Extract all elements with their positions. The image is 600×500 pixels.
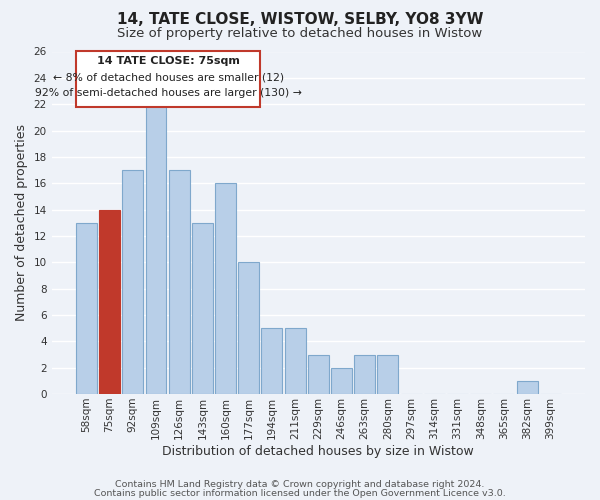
Text: 92% of semi-detached houses are larger (130) →: 92% of semi-detached houses are larger (…	[35, 88, 302, 98]
Bar	[377, 354, 398, 394]
Text: 14 TATE CLOSE: 75sqm: 14 TATE CLOSE: 75sqm	[97, 56, 239, 66]
Text: ← 8% of detached houses are smaller (12): ← 8% of detached houses are smaller (12)	[53, 72, 284, 82]
Bar	[262, 328, 283, 394]
Bar	[99, 210, 120, 394]
Bar	[284, 328, 305, 394]
Bar	[146, 104, 166, 394]
Bar	[238, 262, 259, 394]
Text: Contains public sector information licensed under the Open Government Licence v3: Contains public sector information licen…	[94, 488, 506, 498]
Bar	[76, 223, 97, 394]
Bar	[192, 223, 213, 394]
FancyBboxPatch shape	[76, 52, 260, 107]
Bar	[122, 170, 143, 394]
Bar	[331, 368, 352, 394]
Text: Size of property relative to detached houses in Wistow: Size of property relative to detached ho…	[118, 28, 482, 40]
Bar	[517, 381, 538, 394]
Bar	[308, 354, 329, 394]
Bar	[215, 183, 236, 394]
X-axis label: Distribution of detached houses by size in Wistow: Distribution of detached houses by size …	[163, 444, 474, 458]
Bar	[354, 354, 375, 394]
Text: 14, TATE CLOSE, WISTOW, SELBY, YO8 3YW: 14, TATE CLOSE, WISTOW, SELBY, YO8 3YW	[117, 12, 483, 28]
Y-axis label: Number of detached properties: Number of detached properties	[15, 124, 28, 322]
Text: Contains HM Land Registry data © Crown copyright and database right 2024.: Contains HM Land Registry data © Crown c…	[115, 480, 485, 489]
Bar	[169, 170, 190, 394]
